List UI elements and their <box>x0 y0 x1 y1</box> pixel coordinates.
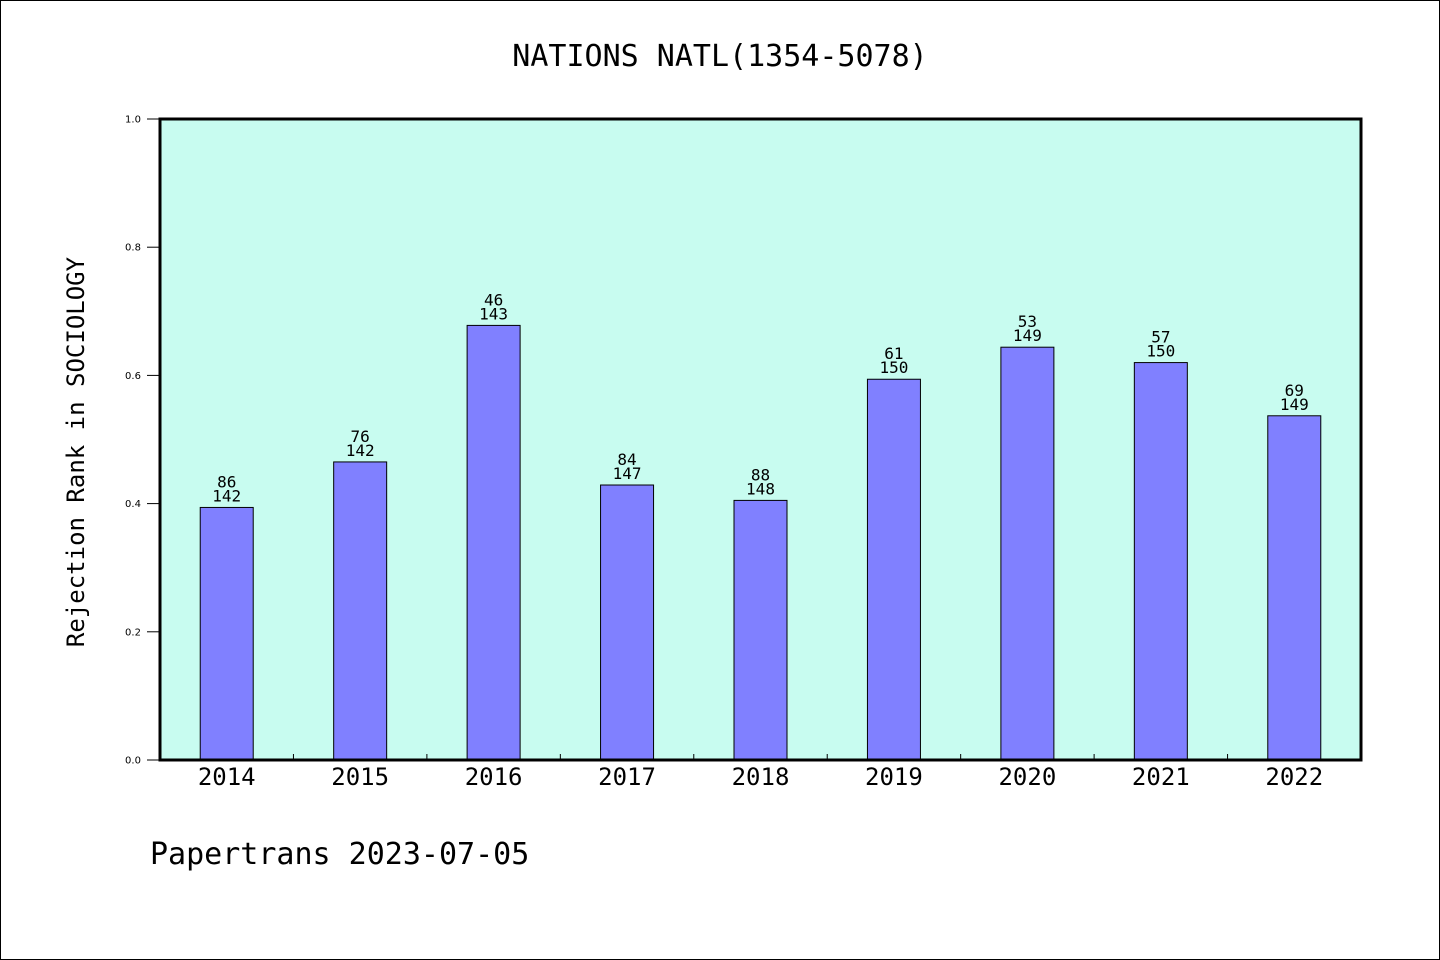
bar-2014 <box>199 506 254 761</box>
y-tick-label: 0.8 <box>125 243 141 254</box>
y-tick-label: 0.0 <box>125 756 141 767</box>
x-tick-label: 2016 <box>465 763 523 791</box>
bar-total-label: 142 <box>212 486 241 505</box>
x-tick-label: 2020 <box>998 763 1056 791</box>
bar-2021 <box>1133 362 1188 761</box>
bar-total-label: 147 <box>613 464 642 483</box>
bar-rank-label: 86 <box>217 472 236 491</box>
x-tick-label: 2017 <box>598 763 656 791</box>
bar-2017 <box>600 484 655 761</box>
chart-title: NATIONS NATL(1354-5078) <box>512 39 927 74</box>
x-axis-ticks: 2014 2015 2016 2017 2018 2019 2020 2021 2022 <box>198 754 1323 791</box>
bar-rank-label: 61 <box>884 344 903 363</box>
bar-2018 <box>733 499 788 761</box>
footer-credit: Papertrans 2023-07-05 <box>150 837 529 872</box>
y-axis-label: Rejection Rank in SOCIOLOGY <box>62 256 90 647</box>
y-axis-ticks: 0.0 0.2 0.4 0.6 0.8 1.0 <box>125 115 160 767</box>
y-tick-label: 0.4 <box>125 499 141 510</box>
x-tick-label: 2018 <box>732 763 790 791</box>
bar-total-label: 149 <box>1280 395 1309 414</box>
bar-rank-label: 88 <box>751 465 770 484</box>
bar-rank-label: 69 <box>1285 381 1304 400</box>
bar-total-label: 143 <box>479 304 508 323</box>
bars-group <box>199 324 1322 761</box>
bar-total-label: 148 <box>746 479 775 498</box>
bar-rank-label: 46 <box>484 290 503 309</box>
y-tick-label: 0.6 <box>125 371 141 382</box>
bar-rank-label: 84 <box>617 450 636 469</box>
bar-total-label: 150 <box>879 358 908 377</box>
x-tick-label: 2015 <box>331 763 389 791</box>
x-tick-label: 2022 <box>1265 763 1323 791</box>
bar-rank-label: 76 <box>351 427 370 446</box>
x-tick-label: 2019 <box>865 763 923 791</box>
bar-2015 <box>333 461 388 761</box>
bar-total-label: 142 <box>346 441 375 460</box>
bar-rank-label: 57 <box>1151 328 1170 347</box>
bar-rank-label: 53 <box>1018 312 1037 331</box>
bar-2019 <box>866 378 921 761</box>
x-tick-label: 2021 <box>1132 763 1190 791</box>
bar-2022 <box>1267 415 1322 761</box>
bar-2020 <box>1000 346 1055 761</box>
plot-border <box>158 117 1363 762</box>
x-tick-label: 2014 <box>198 763 256 791</box>
bar-total-label: 150 <box>1146 342 1175 361</box>
y-tick-label: 1.0 <box>125 115 141 126</box>
y-tick-label: 0.2 <box>125 627 141 638</box>
bar-total-label: 149 <box>1013 326 1042 345</box>
bar-2016 <box>466 324 521 761</box>
